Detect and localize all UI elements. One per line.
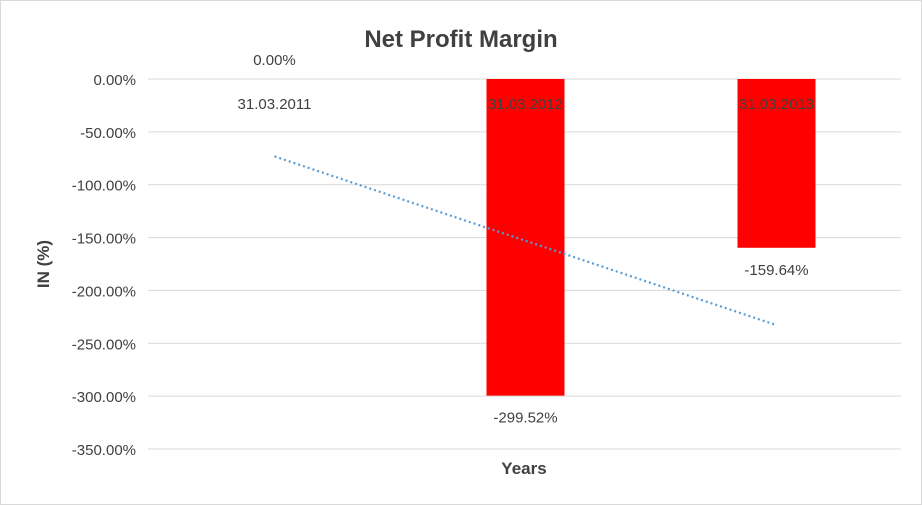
- data-label: -159.64%: [744, 262, 808, 279]
- bar: [737, 79, 816, 248]
- category-label: 31.03.2011: [238, 96, 312, 113]
- trendline: [274, 155, 777, 327]
- category-label: 31.03.2012: [488, 96, 563, 113]
- y-tick-label: -250.00%: [72, 336, 136, 353]
- y-tick-label: -200.00%: [72, 283, 136, 300]
- y-tick-label: -300.00%: [72, 389, 136, 406]
- y-tick-label: -50.00%: [80, 125, 136, 142]
- bar: [486, 79, 565, 396]
- data-label: 0.00%: [253, 52, 296, 69]
- chart-title: Net Profit Margin: [364, 26, 557, 53]
- category-label: 31.03.2013: [739, 96, 814, 113]
- y-tick-label: -350.00%: [72, 442, 136, 459]
- y-tick-label: -150.00%: [72, 231, 136, 248]
- y-tick-label: -100.00%: [72, 178, 136, 195]
- x-axis-title: Years: [501, 459, 546, 478]
- y-axis-title: IN (%): [34, 240, 53, 288]
- data-label: -299.52%: [493, 410, 557, 427]
- y-tick-label: 0.00%: [93, 72, 136, 89]
